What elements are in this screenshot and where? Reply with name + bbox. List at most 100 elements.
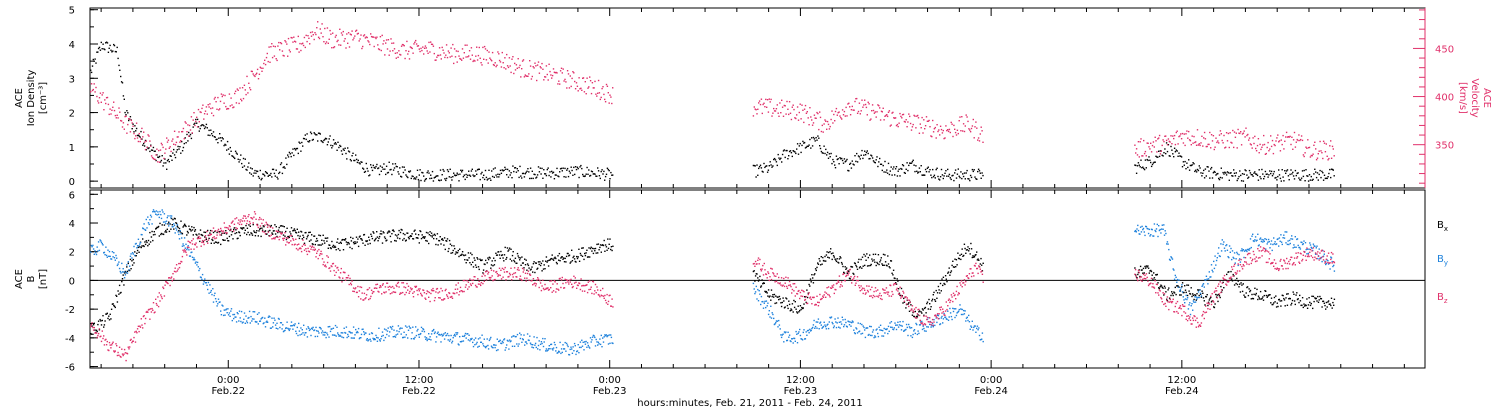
field-series-y-point [168, 222, 171, 225]
field-series-x-point [355, 236, 358, 238]
field-series-y-point [757, 300, 760, 302]
field-series-x-point [1219, 296, 1221, 299]
field-series-y-point [428, 333, 430, 335]
field-series-y-point [602, 341, 605, 343]
velocity-series-point [387, 39, 390, 41]
field-series-y-point [342, 336, 345, 339]
field-series-x-point [854, 262, 856, 265]
field-series-y-point [1312, 243, 1315, 245]
field-series-x-point [500, 254, 503, 257]
field-series-y-point [354, 334, 356, 336]
velocity-series-point [929, 126, 931, 128]
field-series-y-point [824, 324, 826, 326]
field-series-y-point [584, 343, 587, 345]
density-series-point [982, 174, 984, 177]
velocity-series-point [1169, 141, 1171, 143]
velocity-series-point [917, 117, 920, 119]
density-series-point [426, 171, 428, 174]
velocity-series-point [1237, 128, 1239, 131]
field-series-y-point [403, 331, 405, 333]
field-series-x-point [152, 234, 155, 236]
field-series-y-point [455, 332, 457, 334]
field-series-y-point [871, 331, 874, 333]
density-series-point [321, 140, 323, 143]
density-series-point [855, 160, 857, 163]
field-series-x-point [339, 241, 342, 243]
density-series-point [430, 177, 433, 179]
velocity-series-point [91, 89, 94, 92]
field-series-x-point [376, 231, 378, 233]
field-series-x-point [225, 230, 227, 232]
density-series-point [1239, 170, 1241, 172]
field-series-x-point [380, 230, 382, 232]
field-series-y-point [1224, 250, 1226, 252]
field-series-y-point [264, 326, 267, 328]
field-series-y-point [201, 273, 204, 276]
density-series-point [904, 172, 906, 174]
field-series-x-point [132, 258, 134, 261]
field-series-x-point [317, 244, 319, 246]
velocity-series-point [1218, 134, 1221, 136]
field-series-y-point [1228, 256, 1230, 259]
density-series-point [907, 169, 909, 172]
field-series-x-point [116, 301, 119, 303]
field-series-x-point [612, 245, 614, 247]
field-series-x-point [1150, 269, 1152, 272]
field-series-y-point [1180, 287, 1182, 289]
field-series-y-point [875, 329, 877, 331]
field-series-y-point [526, 342, 528, 345]
velocity-series-point [1281, 143, 1283, 146]
density-series-point [289, 153, 291, 155]
field-series-y-point [167, 215, 169, 217]
field-series-x-point [275, 226, 277, 228]
density-series-point [407, 176, 409, 179]
field-series-y-point [386, 333, 388, 336]
density-series-point [385, 173, 387, 176]
velocity-series-point [758, 100, 761, 102]
field-series-x-point [379, 233, 381, 235]
velocity-series-point [1277, 134, 1279, 136]
field-series-y-point [1209, 276, 1211, 278]
field-series-y-point [817, 318, 820, 320]
velocity-series-point [1300, 138, 1302, 141]
field-series-x-point [194, 229, 197, 231]
density-series-point [1237, 177, 1239, 180]
velocity-series-point [981, 130, 983, 132]
density-series-point [1330, 168, 1333, 170]
field-series-x-point [381, 242, 384, 244]
density-series-point [877, 165, 879, 168]
field-series-x-point [111, 303, 114, 305]
field-series-y-point [569, 348, 571, 351]
field-series-x-point [277, 229, 280, 231]
density-series-point [981, 172, 983, 174]
field-series-y-point [476, 341, 478, 344]
field-series-y-point [544, 338, 546, 340]
density-series-point [761, 170, 763, 173]
field-series-x-point [882, 253, 885, 256]
density-series-point [566, 167, 569, 170]
field-series-y-point [554, 344, 556, 346]
velocity-series-point [1173, 134, 1176, 137]
velocity-series-point [1188, 139, 1191, 141]
field-series-x-point [1282, 294, 1284, 297]
field-series-x-point [1167, 289, 1169, 291]
density-series-point [229, 146, 231, 149]
field-series-x-point [1252, 298, 1255, 300]
velocity-series-point [309, 31, 312, 34]
field-series-y-point [487, 344, 489, 347]
velocity-series-point [610, 96, 612, 98]
field-series-y-point [315, 326, 317, 329]
velocity-series-point [1292, 139, 1295, 141]
velocity-series-point [173, 143, 175, 145]
density-series-point [1232, 175, 1234, 177]
density-series-point [562, 167, 564, 169]
field-series-x-point [1320, 298, 1323, 300]
velocity-series-point [97, 102, 100, 104]
field-series-x-point [233, 227, 236, 229]
velocity-series-point [1199, 144, 1201, 147]
field-series-y-point [118, 267, 121, 270]
field-series-x-point [1327, 301, 1329, 303]
field-series-y-point [606, 335, 608, 338]
velocity-series-point [871, 110, 873, 112]
